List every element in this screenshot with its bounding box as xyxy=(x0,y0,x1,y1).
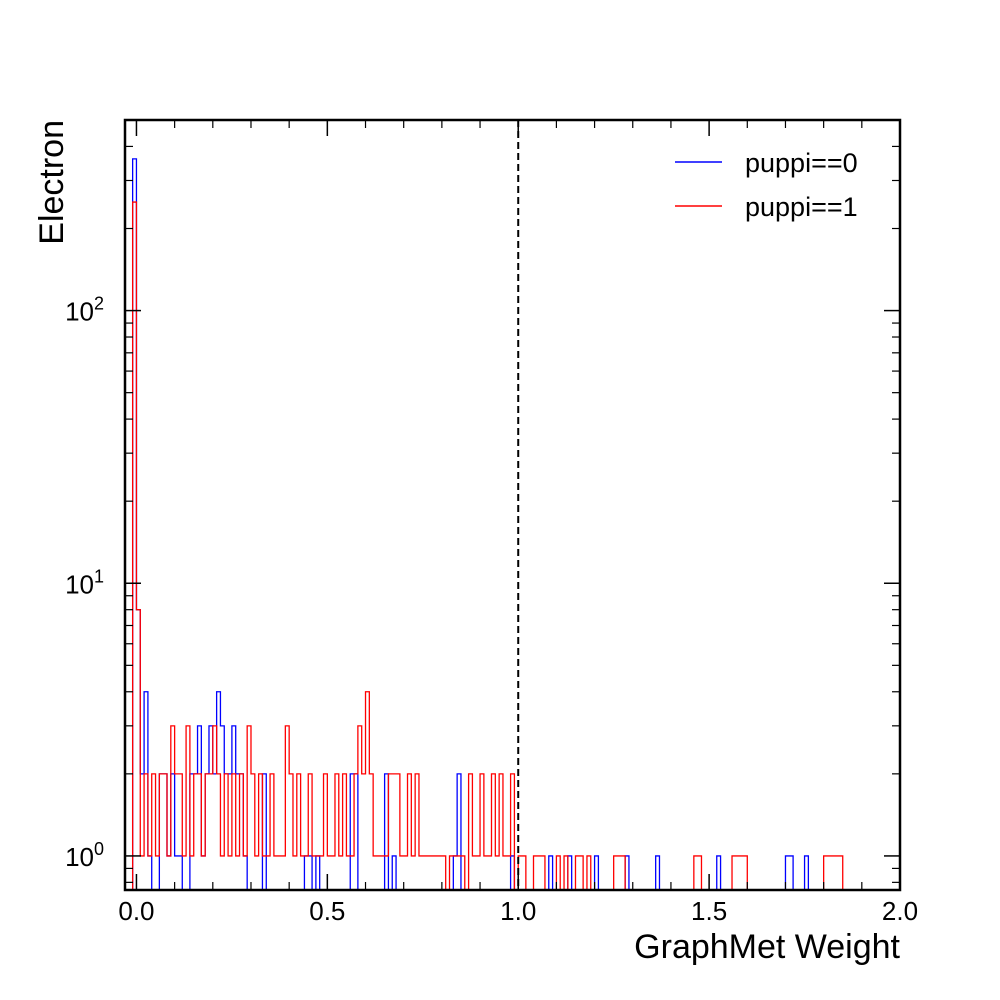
x-axis-title: GraphMet Weight xyxy=(634,928,900,966)
y-tick-label: 102 xyxy=(65,294,104,327)
y-tick-label: 100 xyxy=(65,839,104,872)
x-tick-labels: 0.0 0.5 1.0 1.5 2.0 xyxy=(118,896,918,926)
y-tick-label: 101 xyxy=(65,566,104,599)
x-tick-label: 1.0 xyxy=(500,896,536,926)
legend-label-puppi0: puppi==0 xyxy=(745,148,858,178)
legend: puppi==0 puppi==1 xyxy=(675,148,858,222)
plot-frame xyxy=(123,118,902,892)
x-tick-label: 2.0 xyxy=(882,896,918,926)
x-tick-label: 1.5 xyxy=(691,896,727,926)
x-tick-label: 0.0 xyxy=(118,896,154,926)
histogram-series-1 xyxy=(131,201,844,890)
legend-label-puppi1: puppi==1 xyxy=(745,192,858,222)
y-tick-labels: 100 101 102 xyxy=(65,294,104,872)
plot-content xyxy=(131,120,844,890)
x-tick-label: 0.5 xyxy=(309,896,345,926)
y-axis-title: Electron xyxy=(33,120,71,245)
